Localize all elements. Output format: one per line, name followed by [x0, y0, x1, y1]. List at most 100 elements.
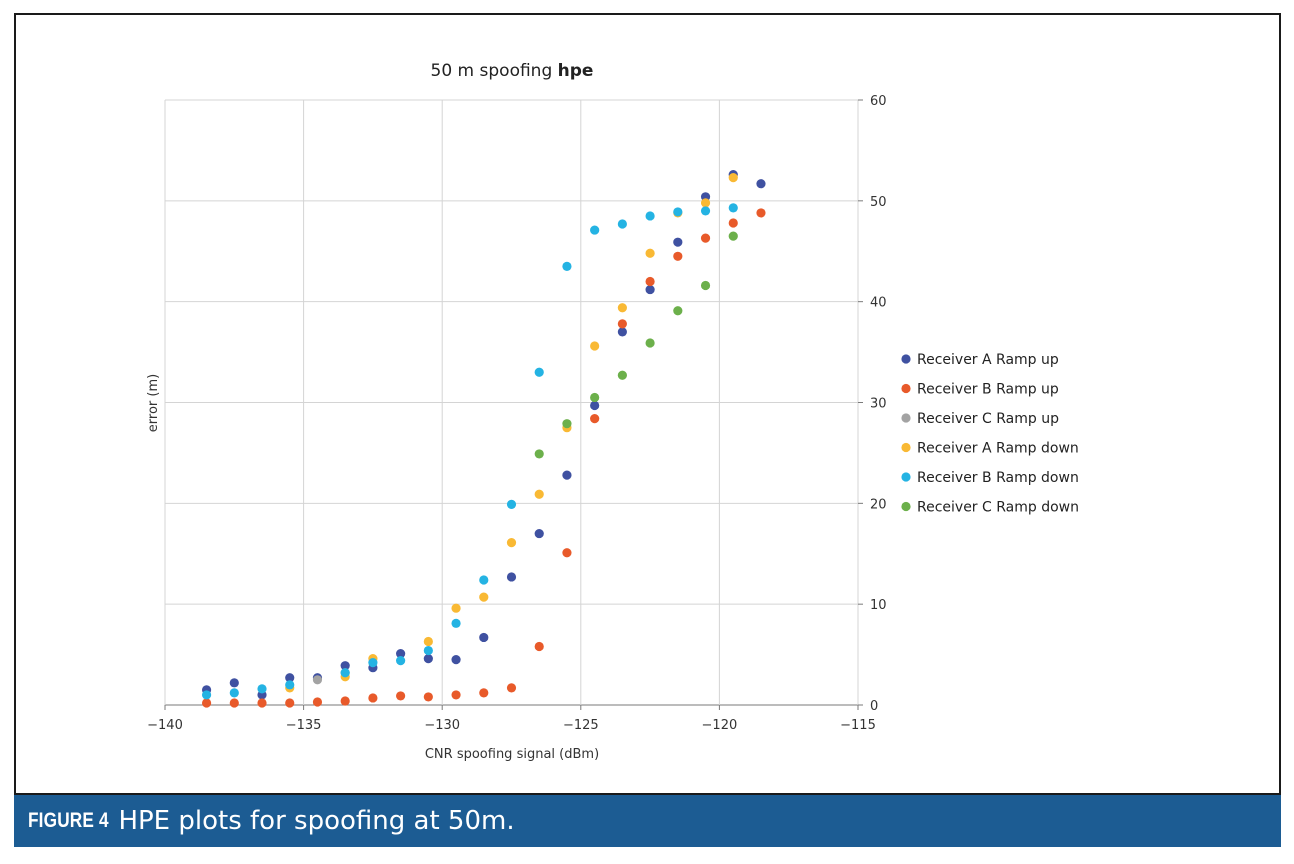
legend-item: Receiver B Ramp up	[901, 382, 1059, 398]
data-point	[590, 392, 600, 403]
legend-marker	[901, 501, 911, 512]
data-point	[423, 645, 433, 656]
data-point	[645, 248, 655, 258]
data-point	[201, 698, 212, 708]
data-point	[312, 675, 323, 685]
series-4	[285, 173, 738, 693]
data-point	[673, 237, 683, 247]
data-point	[285, 680, 295, 690]
data-point	[396, 648, 406, 659]
legend-marker	[901, 383, 911, 394]
x-axis-label: CNR spoofing signal (dBm)	[425, 747, 599, 762]
data-point	[423, 636, 433, 647]
data-point	[257, 684, 267, 694]
data-point	[728, 203, 738, 213]
figure-number: FIGURE 4	[28, 809, 109, 832]
data-point	[285, 673, 295, 683]
legend-label: Receiver B Ramp up	[917, 382, 1059, 398]
data-point	[506, 683, 517, 693]
data-point	[451, 603, 461, 613]
data-point	[229, 688, 239, 698]
data-point	[562, 470, 572, 480]
data-point	[728, 218, 738, 228]
legend-marker	[901, 354, 911, 364]
y-tick-label: 30	[870, 397, 887, 412]
data-point	[396, 691, 406, 701]
data-point	[534, 367, 544, 377]
y-tick-label: 60	[870, 94, 887, 109]
data-point	[534, 449, 544, 459]
legend-label: Receiver C Ramp down	[917, 500, 1079, 516]
data-point	[479, 688, 489, 698]
data-point	[617, 219, 627, 229]
data-point	[700, 206, 711, 216]
data-point	[451, 655, 461, 665]
data-point	[423, 654, 433, 664]
legend-marker	[901, 472, 911, 482]
data-point	[506, 499, 517, 509]
legend-marker	[901, 413, 911, 423]
series-5	[201, 203, 738, 700]
y-tick-label: 10	[870, 598, 887, 613]
data-point	[645, 338, 655, 348]
scatter-chart: 50 m spoofing hpe −140 −135 −130 −125 −120 −1…	[146, 61, 1079, 762]
y-tick-label: 40	[870, 296, 887, 311]
y-axis-ticks: 0 10 20 30 40 50 60	[858, 94, 887, 714]
data-points	[201, 170, 766, 708]
data-point	[590, 400, 600, 411]
chart-title: 50 m spoofing hpe	[431, 61, 594, 81]
legend-label: Receiver B Ramp down	[917, 470, 1079, 486]
legend-item: Receiver C Ramp down	[901, 500, 1079, 516]
figure-frame	[14, 13, 1281, 795]
data-point	[396, 656, 406, 666]
legend-marker	[901, 442, 911, 453]
data-point	[617, 303, 627, 313]
data-point	[590, 225, 600, 235]
x-tick-label: −135	[286, 718, 322, 733]
legend-label: Receiver A Ramp down	[917, 441, 1079, 457]
data-point	[368, 658, 378, 668]
legend-label: Receiver A Ramp up	[917, 352, 1059, 368]
series-2	[201, 208, 766, 708]
x-tick-label: −120	[702, 718, 738, 733]
data-point	[673, 207, 683, 217]
data-point	[257, 698, 267, 708]
data-point	[617, 370, 627, 380]
data-point	[728, 173, 738, 183]
series-1	[201, 170, 766, 700]
data-point	[534, 641, 544, 652]
data-point	[673, 306, 683, 316]
legend-item: Receiver A Ramp up	[901, 352, 1059, 368]
legend-item: Receiver B Ramp down	[901, 470, 1079, 486]
legend-item: Receiver C Ramp up	[901, 411, 1059, 427]
data-point	[534, 489, 544, 499]
data-point	[645, 284, 655, 295]
data-point	[229, 698, 239, 708]
data-point	[700, 233, 711, 243]
data-point	[506, 538, 517, 548]
data-point	[645, 276, 655, 287]
data-point	[229, 678, 239, 688]
data-point	[645, 211, 655, 221]
data-point	[451, 690, 461, 700]
legend: Receiver A Ramp up Receiver B Ramp up Rece…	[901, 352, 1079, 516]
x-tick-label: −130	[424, 718, 460, 733]
data-point	[700, 198, 711, 208]
data-point	[700, 280, 711, 291]
data-point	[451, 618, 461, 628]
data-point	[562, 419, 572, 429]
data-point	[562, 548, 572, 558]
data-point	[340, 668, 350, 678]
data-point	[201, 690, 212, 700]
data-point	[617, 319, 627, 329]
data-point	[590, 414, 600, 424]
data-point	[479, 575, 489, 585]
x-axis-ticks: −140 −135 −130 −125 −120 −115	[147, 705, 876, 733]
data-point	[340, 661, 350, 671]
x-tick-label: −140	[147, 718, 183, 733]
data-point	[285, 698, 295, 708]
data-point	[312, 697, 323, 707]
y-tick-label: 50	[870, 195, 887, 210]
data-point	[506, 572, 517, 582]
grid	[164, 99, 859, 706]
